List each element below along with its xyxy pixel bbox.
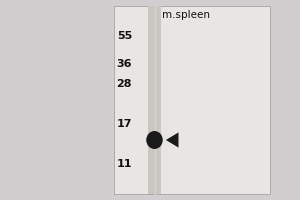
- Text: 17: 17: [116, 119, 132, 129]
- Polygon shape: [166, 132, 178, 148]
- Bar: [114, 6, 270, 194]
- Text: 36: 36: [116, 59, 132, 69]
- Text: 55: 55: [117, 31, 132, 41]
- Bar: [148, 6, 161, 194]
- Text: m.spleen: m.spleen: [162, 10, 210, 20]
- Text: 11: 11: [116, 159, 132, 169]
- Ellipse shape: [146, 131, 163, 149]
- Text: 28: 28: [116, 79, 132, 89]
